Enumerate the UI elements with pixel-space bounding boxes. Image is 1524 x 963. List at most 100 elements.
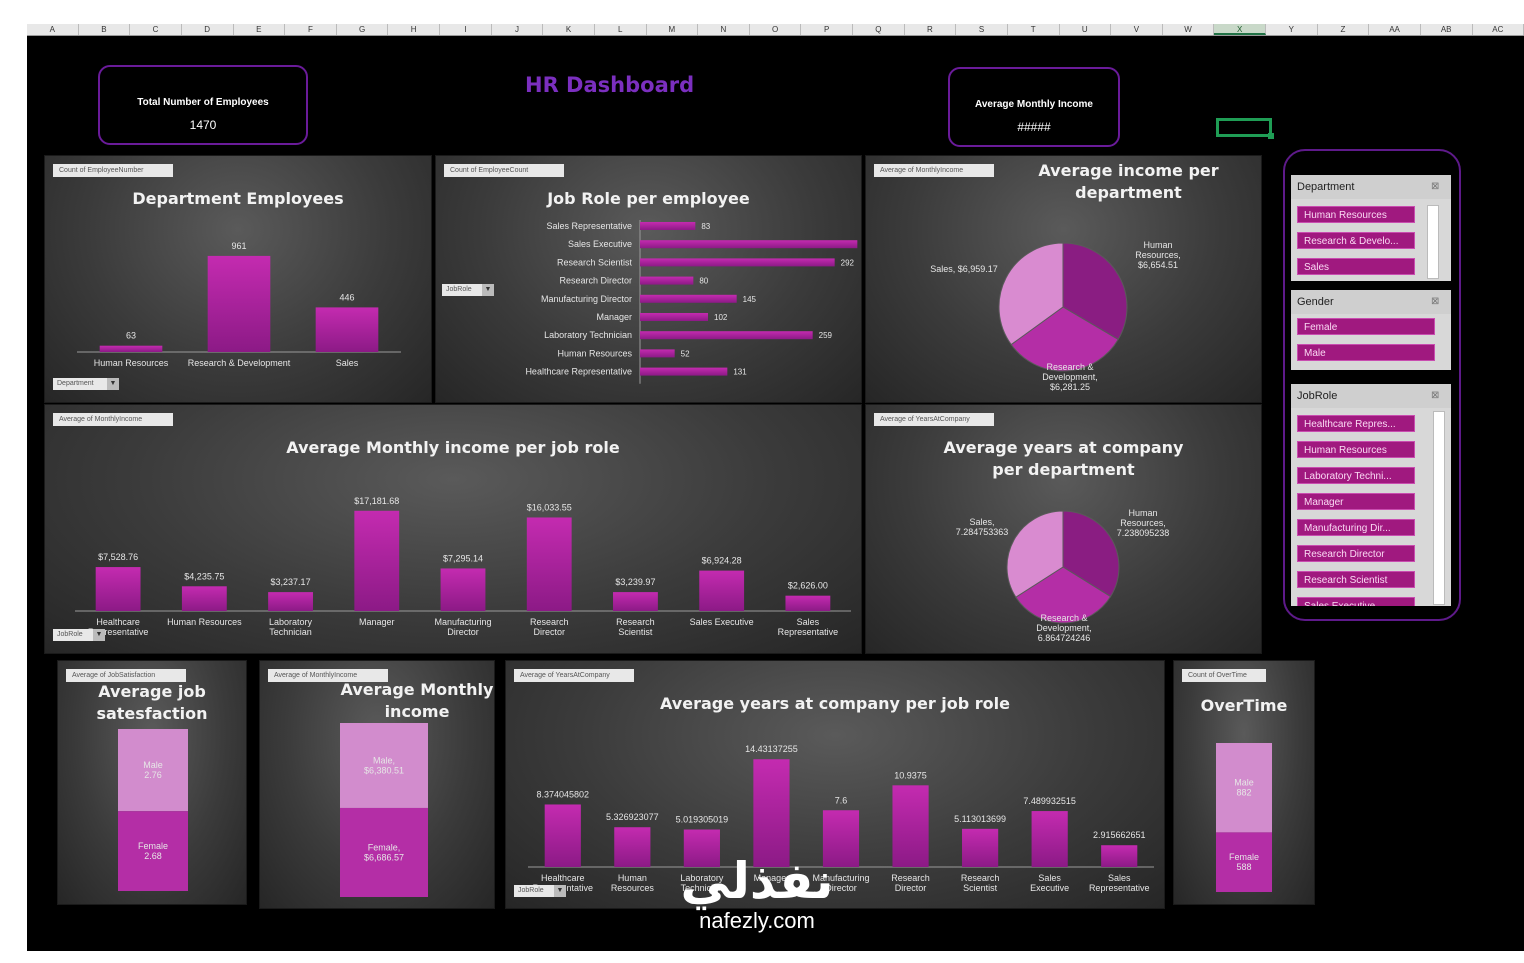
pivot-field-tag[interactable]: Average of MonthlyIncome bbox=[53, 413, 173, 426]
pivot-field-tag[interactable]: Count of EmployeeCount bbox=[444, 164, 564, 177]
chart-job-role-per-employee[interactable]: Count of EmployeeCount Job Role per empl… bbox=[435, 155, 862, 403]
slicer-item-department[interactable]: Research & Develo... bbox=[1297, 232, 1415, 249]
column-header-k[interactable]: K bbox=[543, 24, 595, 35]
chart-plot: $7,528.76 Healthcare Representative $4,235.… bbox=[75, 496, 851, 637]
chart-average-job-satisfaction[interactable]: Average of JobSatisfaction Average job s… bbox=[57, 660, 247, 905]
slicer-item-jobrole[interactable]: Sales Executive bbox=[1297, 597, 1415, 606]
column-header-w[interactable]: W bbox=[1163, 24, 1215, 35]
slicer-scrollbar[interactable] bbox=[1433, 411, 1445, 605]
slicer-item-gender[interactable]: Female bbox=[1297, 318, 1435, 335]
column-header-s[interactable]: S bbox=[956, 24, 1008, 35]
clear-filter-icon[interactable]: ⊠ bbox=[1431, 181, 1440, 192]
slicer-item-jobrole[interactable]: Manager bbox=[1297, 493, 1415, 510]
chart-department-employees[interactable]: Count of EmployeeNumber Department Emplo… bbox=[44, 155, 432, 403]
column-header-aa[interactable]: AA bbox=[1369, 24, 1421, 35]
chart-average-years-per-job-role[interactable]: Average of YearsAtCompany Average years … bbox=[505, 660, 1165, 909]
column-header-q[interactable]: Q bbox=[853, 24, 905, 35]
data-label: 446 bbox=[339, 292, 354, 302]
bar-6 bbox=[640, 313, 708, 321]
category-label: Sales bbox=[336, 358, 359, 368]
pivot-field-tag[interactable]: Average of MonthlyIncome bbox=[268, 669, 388, 682]
data-label: $7,295.14 bbox=[443, 553, 483, 563]
column-header-y[interactable]: Y bbox=[1266, 24, 1318, 35]
chart-plot: Male 2.76 Female 2.68 bbox=[118, 729, 188, 891]
data-label: $6,924.28 bbox=[702, 556, 742, 566]
column-header-v[interactable]: V bbox=[1111, 24, 1163, 35]
pivot-field-tag[interactable]: Average of JobSatisfaction bbox=[66, 669, 186, 682]
data-label: 259 bbox=[819, 331, 833, 340]
data-label: $16,033.55 bbox=[527, 502, 572, 512]
clear-filter-icon[interactable]: ⊠ bbox=[1431, 296, 1440, 307]
data-label: 131 bbox=[733, 368, 747, 377]
slicer-item-gender[interactable]: Male bbox=[1297, 344, 1435, 361]
slicer-item-jobrole[interactable]: Manufacturing Dir... bbox=[1297, 519, 1415, 536]
column-header-ab[interactable]: AB bbox=[1421, 24, 1473, 35]
column-header-e[interactable]: E bbox=[234, 24, 286, 35]
category-label: Human Resources bbox=[94, 358, 169, 368]
column-header-u[interactable]: U bbox=[1060, 24, 1112, 35]
column-header-m[interactable]: M bbox=[647, 24, 699, 35]
chart-overtime[interactable]: Count of OverTime OverTime Male 882 Female… bbox=[1173, 660, 1315, 905]
column-header-c[interactable]: C bbox=[130, 24, 182, 35]
pivot-filter-button[interactable]: JobRole ▼ bbox=[53, 629, 105, 641]
pivot-filter-button[interactable]: JobRole ▼ bbox=[442, 284, 494, 296]
kpi-average-income[interactable]: Average Monthly Income ##### bbox=[948, 67, 1120, 147]
column-header-h[interactable]: H bbox=[388, 24, 440, 35]
slicer-item-department[interactable]: Human Resources bbox=[1297, 206, 1415, 223]
column-header-l[interactable]: L bbox=[595, 24, 647, 35]
chart-average-years-per-department[interactable]: Average of YearsAtCompany Average years … bbox=[865, 404, 1262, 654]
column-header-o[interactable]: O bbox=[750, 24, 802, 35]
column-header-j[interactable]: J bbox=[492, 24, 544, 35]
slicer-title: Gender bbox=[1297, 296, 1334, 308]
pivot-field-tag[interactable]: Average of MonthlyIncome bbox=[874, 164, 994, 177]
column-header-ac[interactable]: AC bbox=[1473, 24, 1524, 35]
bar-7 bbox=[640, 331, 813, 340]
chart-average-monthly-income-per-job-role[interactable]: Average of MonthlyIncome Average Monthly… bbox=[44, 404, 862, 654]
data-label: $2,626.00 bbox=[788, 581, 828, 591]
pie-slice-3 bbox=[1006, 510, 1064, 598]
slicer-item-jobrole[interactable]: Research Director bbox=[1297, 545, 1415, 562]
fill-handle[interactable] bbox=[1268, 133, 1274, 139]
category-label: Laboratory Technician bbox=[680, 873, 724, 893]
column-header-x[interactable]: X bbox=[1214, 24, 1266, 35]
column-header-r[interactable]: R bbox=[905, 24, 957, 35]
pivot-field-tag[interactable]: Average of YearsAtCompany bbox=[514, 669, 634, 682]
pivot-field-tag[interactable]: Count of OverTime bbox=[1182, 669, 1266, 682]
slicer-scrollbar[interactable] bbox=[1427, 205, 1439, 279]
pivot-filter-button[interactable]: Department ▼ bbox=[53, 378, 119, 390]
data-label: 102 bbox=[714, 313, 728, 322]
slicer-department-header: Department ⊠ bbox=[1291, 175, 1451, 199]
chart-average-income-per-department[interactable]: Average of MonthlyIncome Average income … bbox=[865, 155, 1262, 403]
data-label: 7.6 bbox=[835, 795, 848, 805]
column-header-i[interactable]: I bbox=[440, 24, 492, 35]
slicer-item-jobrole[interactable]: Healthcare Repres... bbox=[1297, 415, 1415, 432]
column-header-n[interactable]: N bbox=[698, 24, 750, 35]
kpi-total-employees[interactable]: Total Number of Employees 1470 bbox=[98, 65, 308, 145]
column-header-z[interactable]: Z bbox=[1318, 24, 1370, 35]
pivot-filter-button[interactable]: JobRole ▼ bbox=[514, 885, 566, 897]
chart-average-monthly-income-by-gender[interactable]: Average of MonthlyIncome Average Monthly… bbox=[259, 660, 495, 909]
watermark-latin: nafezly.com bbox=[699, 908, 815, 933]
dropdown-arrow-icon: ▼ bbox=[482, 284, 494, 296]
pivot-field-tag[interactable]: Count of EmployeeNumber bbox=[53, 164, 173, 177]
column-header-t[interactable]: T bbox=[1008, 24, 1060, 35]
column-header-f[interactable]: F bbox=[285, 24, 337, 35]
column-header-p[interactable]: P bbox=[801, 24, 853, 35]
clear-filter-icon[interactable]: ⊠ bbox=[1431, 390, 1440, 401]
data-label: 292 bbox=[841, 258, 855, 267]
slicer-item-jobrole[interactable]: Human Resources bbox=[1297, 441, 1415, 458]
slicer-item-jobrole[interactable]: Research Scientist bbox=[1297, 571, 1415, 588]
column-header-d[interactable]: D bbox=[182, 24, 234, 35]
category-label: Research Director bbox=[530, 617, 569, 637]
column-header-a[interactable]: A bbox=[27, 24, 79, 35]
pie-slice-2 bbox=[1015, 566, 1112, 624]
slicer-item-department[interactable]: Sales bbox=[1297, 258, 1415, 275]
selected-cell[interactable] bbox=[1216, 118, 1274, 139]
slicer-item-jobrole[interactable]: Laboratory Techni... bbox=[1297, 467, 1415, 484]
category-label: Manufacturing Director bbox=[541, 294, 632, 304]
bar-8 bbox=[1031, 811, 1068, 867]
column-header-b[interactable]: B bbox=[79, 24, 131, 35]
column-header-g[interactable]: G bbox=[337, 24, 389, 35]
chart-title: Average income per department bbox=[1038, 161, 1219, 202]
pivot-field-tag[interactable]: Average of YearsAtCompany bbox=[874, 413, 994, 426]
